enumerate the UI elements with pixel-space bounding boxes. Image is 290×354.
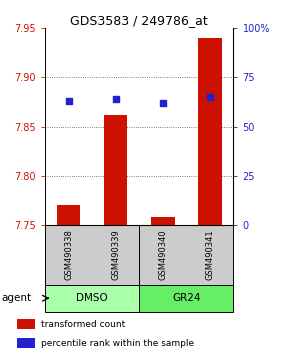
Title: GDS3583 / 249786_at: GDS3583 / 249786_at [70,14,208,27]
Bar [139,285,233,312]
Bar [45,285,139,312]
Text: GSM490341: GSM490341 [205,229,214,280]
Text: GSM490338: GSM490338 [64,229,73,280]
Bar [151,217,175,225]
Bar [45,225,139,285]
Bar [17,319,35,329]
Bar [17,338,35,348]
Text: transformed count: transformed count [41,320,126,329]
Point [66,98,71,104]
Text: agent: agent [1,293,32,303]
Point [208,94,212,100]
Point [160,100,165,106]
Bar [57,205,80,225]
Text: GSM490340: GSM490340 [158,229,167,280]
Bar [139,225,233,285]
Text: percentile rank within the sample: percentile rank within the sample [41,339,194,348]
Point [113,96,118,102]
Text: DMSO: DMSO [76,293,108,303]
Text: GSM490339: GSM490339 [111,229,120,280]
Bar [198,38,222,225]
Text: GR24: GR24 [172,293,201,303]
Bar [104,115,127,225]
